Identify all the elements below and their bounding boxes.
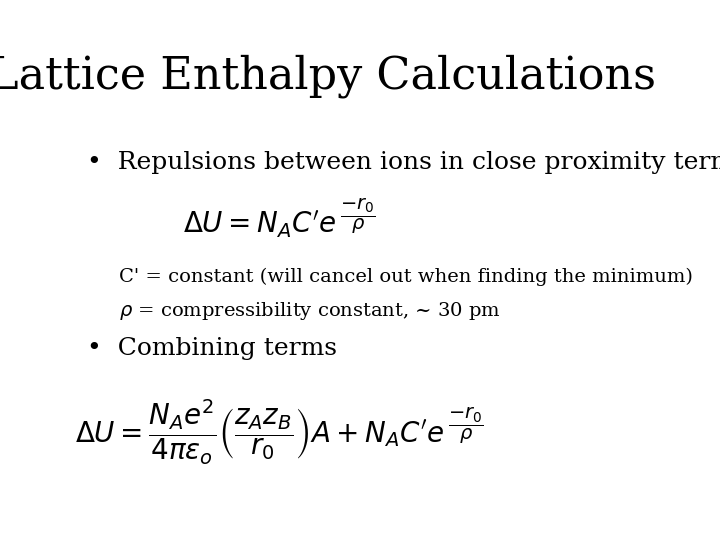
Text: •  Combining terms: • Combining terms — [86, 338, 337, 361]
Text: C' = constant (will cancel out when finding the minimum): C' = constant (will cancel out when find… — [119, 267, 693, 286]
Text: $\Delta U = N_A C'e^{\,\dfrac{-r_0}{\rho}}$: $\Delta U = N_A C'e^{\,\dfrac{-r_0}{\rho… — [183, 197, 376, 240]
Text: Lattice Enthalpy Calculations: Lattice Enthalpy Calculations — [0, 54, 655, 98]
Text: •  Repulsions between ions in close proximity term.: • Repulsions between ions in close proxi… — [86, 151, 720, 174]
Text: $\Delta U = \dfrac{N_A e^2}{4\pi\varepsilon_o}\left(\dfrac{z_A z_B}{r_0}\right)A: $\Delta U = \dfrac{N_A e^2}{4\pi\varepsi… — [75, 397, 484, 467]
Text: $\rho$ = compressibility constant, ~ 30 pm: $\rho$ = compressibility constant, ~ 30 … — [119, 300, 500, 322]
